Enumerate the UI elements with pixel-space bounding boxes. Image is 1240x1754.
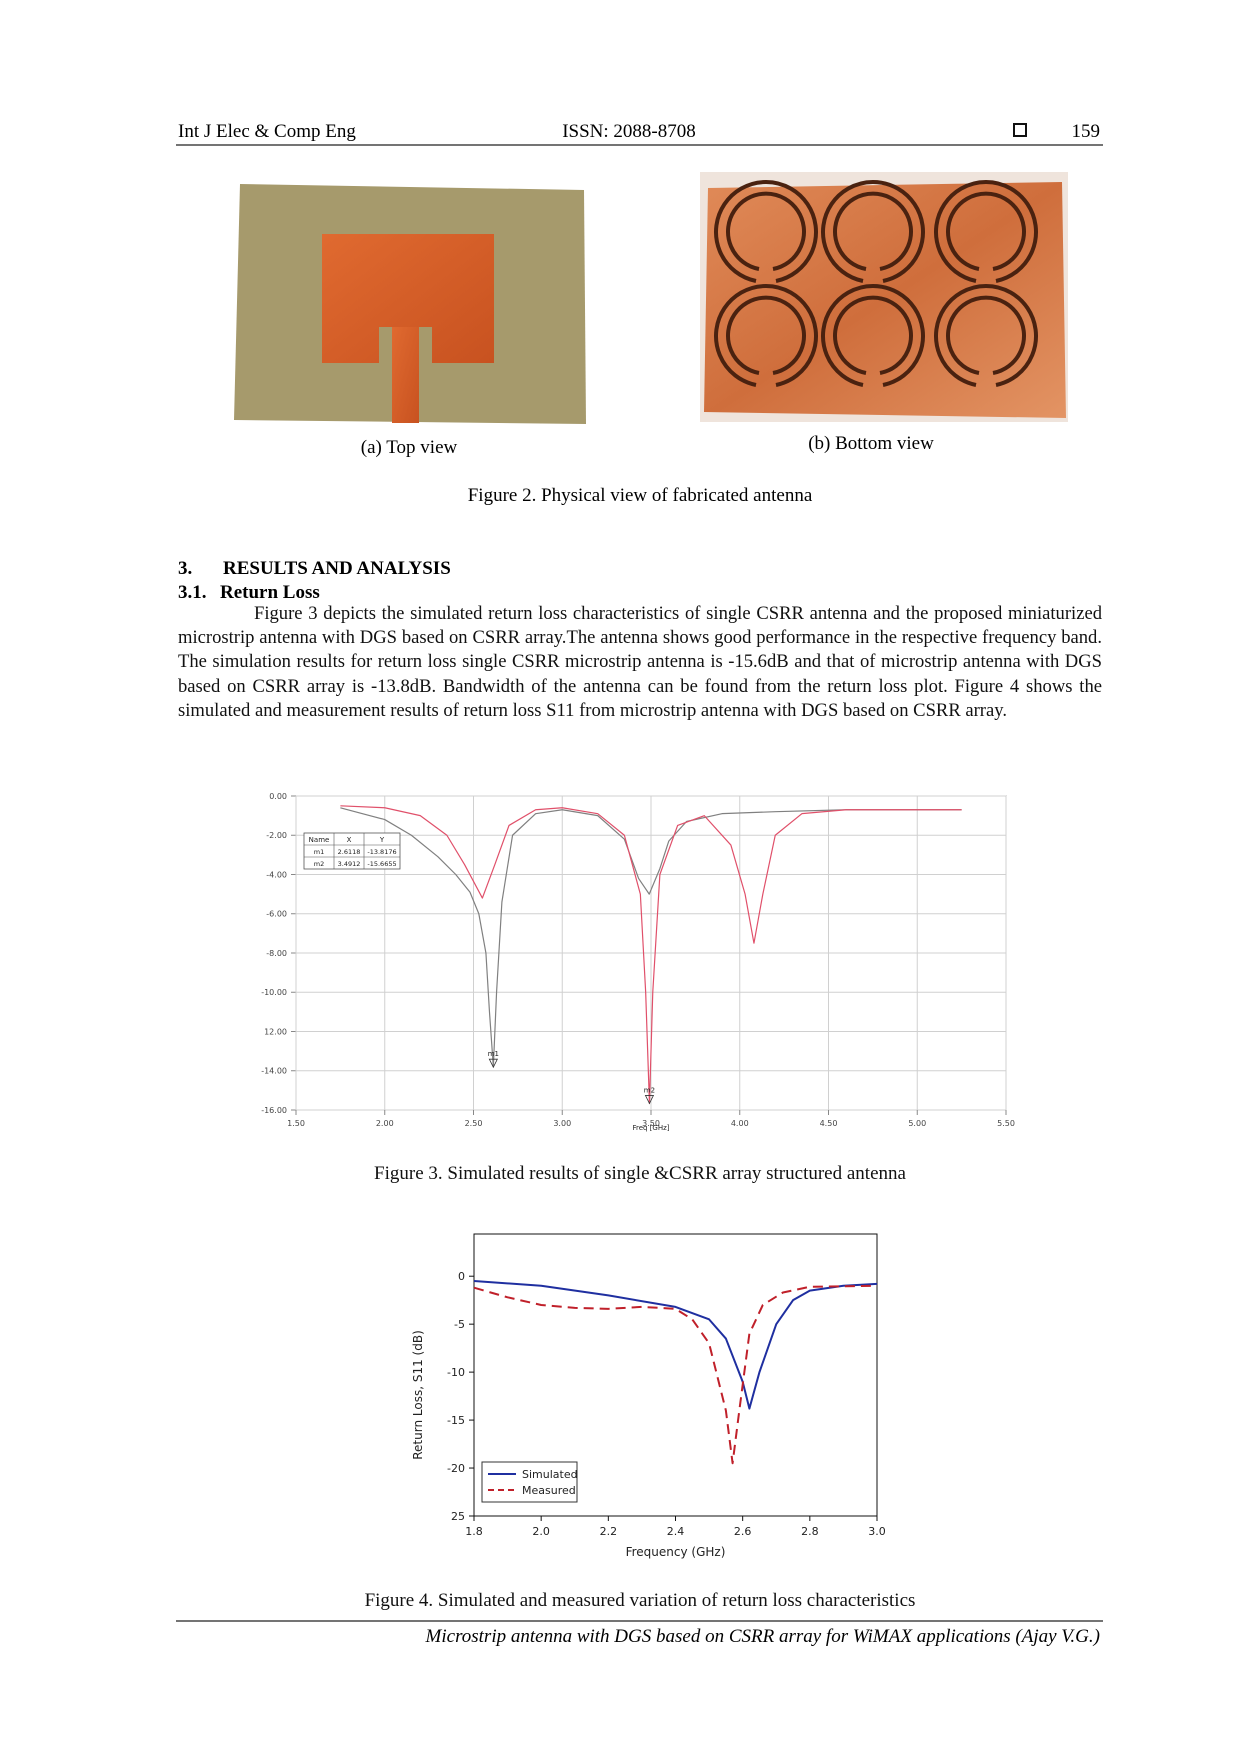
- y-tick-label: -4.00: [266, 870, 287, 879]
- x-tick-label: 5.50: [997, 1119, 1015, 1128]
- x-tick-label: 2.0: [532, 1525, 550, 1538]
- marker-table: [303, 832, 401, 870]
- y-tick-label: -10: [447, 1366, 465, 1379]
- figure-caption: Figure 3. Simulated results of single &C…: [374, 1163, 906, 1184]
- x-tick-label: 2.6: [734, 1525, 752, 1538]
- y-tick-label: -2.00: [266, 831, 287, 840]
- marker-table-cell: -15.6655: [367, 860, 396, 868]
- x-tick-label: 3.0: [868, 1525, 886, 1538]
- marker-table-cell: 3.4912: [338, 860, 361, 868]
- photo-top-view: [234, 184, 586, 424]
- marker-triangle: [488, 1058, 498, 1069]
- marker-table-header: X: [347, 836, 352, 844]
- x-tick-label: 2.8: [801, 1525, 819, 1538]
- x-tick-label: 2.00: [376, 1119, 394, 1128]
- subcaption: (a) Top view: [361, 437, 458, 458]
- x-tick-label: 2.4: [667, 1525, 685, 1538]
- marker-label: m2: [644, 1086, 655, 1094]
- y-tick-label: 0.00: [269, 792, 287, 801]
- marker-triangle: [644, 1095, 655, 1105]
- y-tick-label: 25: [451, 1510, 465, 1523]
- chart: 0 -5 -10 -15 -20 251.8 2.0 2.2 2.4 2.6 2.8 3.0 Frequ…: [411, 1233, 886, 1559]
- x-tick-label: 2.2: [600, 1525, 618, 1538]
- footer-text: Microstrip antenna with DGS based on CSR…: [425, 1626, 1100, 1647]
- y-tick-label: -10.00: [261, 988, 287, 997]
- subsection-number: 3.1.: [178, 582, 207, 603]
- section-title: RESULTS AND ANALYSIS: [223, 558, 451, 579]
- y-tick-label: -16.00: [261, 1106, 287, 1115]
- header-journal: Int J Elec & Comp Eng: [178, 121, 356, 142]
- x-tick-label: 2.50: [465, 1119, 483, 1128]
- header-issn: ISSN: 2088-8708: [562, 121, 696, 142]
- x-tick-label: 1.8: [465, 1525, 483, 1538]
- x-axis-label: Freq [GHz]: [632, 1124, 669, 1132]
- y-tick-label: -8.00: [266, 949, 287, 958]
- legend-label: Measured: [522, 1484, 576, 1497]
- section-number: 3.: [178, 558, 192, 579]
- y-tick-label: -14.00: [261, 1067, 287, 1076]
- marker-table-header: Y: [379, 836, 385, 844]
- subsection-title: Return Loss: [220, 582, 320, 603]
- series-line: [340, 805, 962, 1105]
- legend-label: Simulated: [522, 1468, 578, 1481]
- header-box-symbol: [1013, 123, 1027, 137]
- subcaption: (b) Bottom view: [808, 433, 934, 454]
- y-tick-label: 12.00: [264, 1027, 287, 1036]
- figure-caption: Figure 4. Simulated and measured variati…: [365, 1590, 916, 1611]
- x-tick-label: 3.50: [642, 1119, 660, 1128]
- y-tick-label: -15: [447, 1414, 465, 1427]
- figure-caption: Figure 2. Physical view of fabricated an…: [468, 485, 813, 506]
- y-tick-label: -5: [454, 1318, 465, 1331]
- x-tick-label: 4.00: [731, 1119, 749, 1128]
- series-line: [473, 1280, 878, 1410]
- legend-box: [481, 1461, 578, 1503]
- x-tick-label: 1.50: [287, 1119, 305, 1128]
- y-tick-label: -20: [447, 1462, 465, 1475]
- chart: 0.00 -2.00 -4.00 -6.00 -8.00 -10.00 12.00 -14.0…: [261, 792, 1015, 1132]
- marker-table-cell: 2.6118: [338, 848, 361, 856]
- x-tick-label: 4.50: [820, 1119, 838, 1128]
- y-axis-label: Return Loss, S11 (dB): [411, 1330, 425, 1460]
- y-tick-label: 0: [458, 1270, 465, 1283]
- x-tick-label: 3.00: [553, 1119, 571, 1128]
- x-axis-label: Frequency (GHz): [626, 1545, 726, 1559]
- marker-table-cell: m1: [314, 848, 324, 856]
- body-paragraph: Figure 3 depicts the simulated return lo…: [178, 603, 1102, 721]
- header-page: 159: [1072, 121, 1101, 142]
- marker-label: m1: [488, 1050, 499, 1058]
- marker-table-cell: -13.8176: [367, 848, 396, 856]
- y-tick-label: -6.00: [266, 910, 287, 919]
- marker-table-cell: m2: [314, 860, 324, 868]
- series-line: [340, 807, 962, 1068]
- series-line: [473, 1284, 878, 1465]
- x-tick-label: 5.00: [908, 1119, 926, 1128]
- photo-bottom-view: [700, 172, 1068, 422]
- marker-table-header: Name: [309, 836, 330, 844]
